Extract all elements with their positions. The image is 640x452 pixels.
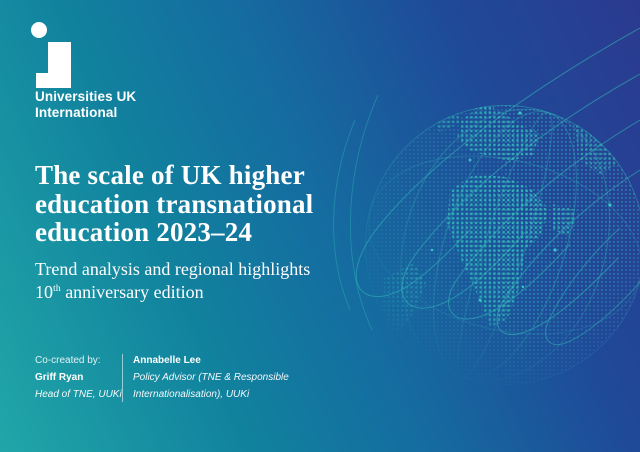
author-role-line1: Policy Advisor (TNE & Responsible bbox=[133, 372, 289, 383]
edition-text: anniversary edition bbox=[60, 282, 204, 302]
credits-right: Annabelle Lee Policy Advisor (TNE & Resp… bbox=[133, 352, 333, 403]
subtitle-line-2: 10th anniversary edition bbox=[35, 281, 310, 304]
uuki-logo: Universities UK International bbox=[31, 22, 231, 132]
author-name: Griff Ryan bbox=[35, 372, 84, 383]
logo-wordmark: Universities UK International bbox=[35, 89, 136, 121]
title-line-3: education 2023–24 bbox=[35, 217, 253, 247]
credits-divider bbox=[122, 354, 123, 402]
edition-ordinal: th bbox=[53, 283, 61, 294]
subtitle-line-1: Trend analysis and regional highlights bbox=[35, 259, 311, 279]
page-subtitle: Trend analysis and regional highlights 1… bbox=[35, 258, 310, 304]
edition-number: 10 bbox=[35, 282, 53, 302]
author-name: Annabelle Lee bbox=[133, 355, 201, 366]
credits-block: Co-created by: Griff Ryan Head of TNE, U… bbox=[35, 352, 355, 403]
title-line-2: education transnational bbox=[35, 188, 314, 219]
author-role-line2: Internationalisation), UUKi bbox=[133, 389, 250, 400]
author-role: Head of TNE, UUKi bbox=[35, 389, 122, 400]
page-title: The scale of UK higher education transna… bbox=[35, 161, 313, 247]
logo-org-line2: International bbox=[35, 105, 118, 120]
credits-left: Co-created by: Griff Ryan Head of TNE, U… bbox=[35, 352, 355, 403]
logo-foot bbox=[36, 73, 49, 88]
logo-bar bbox=[48, 42, 71, 88]
logo-dot bbox=[31, 22, 47, 38]
title-line-1: The scale of UK higher bbox=[35, 160, 305, 190]
credits-label: Co-created by: bbox=[35, 355, 101, 366]
logo-org-line1: Universities UK bbox=[35, 89, 137, 104]
